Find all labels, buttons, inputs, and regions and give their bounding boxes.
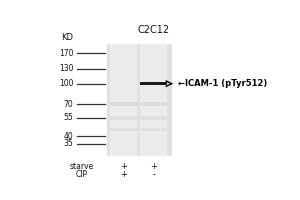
Bar bbox=[110, 102, 137, 106]
Text: 35: 35 bbox=[64, 139, 74, 148]
Bar bbox=[140, 102, 167, 106]
Text: 100: 100 bbox=[59, 79, 74, 88]
Text: KD: KD bbox=[61, 33, 74, 42]
Bar bbox=[140, 116, 167, 120]
Bar bbox=[110, 44, 137, 156]
Bar bbox=[110, 116, 137, 120]
Bar bbox=[107, 44, 172, 156]
Text: 40: 40 bbox=[64, 132, 74, 141]
Text: starve: starve bbox=[70, 162, 94, 171]
Text: 130: 130 bbox=[59, 64, 74, 73]
Bar bbox=[140, 44, 167, 156]
Text: +: + bbox=[150, 162, 157, 171]
Bar bbox=[140, 128, 167, 131]
Text: +: + bbox=[120, 170, 127, 179]
Text: ←ICAM-1 (pTyr512): ←ICAM-1 (pTyr512) bbox=[178, 79, 267, 88]
Bar bbox=[110, 128, 137, 131]
Text: 70: 70 bbox=[64, 100, 74, 109]
Bar bbox=[140, 82, 167, 85]
Text: 170: 170 bbox=[59, 49, 74, 58]
Text: C2C12: C2C12 bbox=[138, 25, 170, 35]
Text: 55: 55 bbox=[64, 113, 74, 122]
Text: -: - bbox=[152, 170, 155, 179]
Text: CIP: CIP bbox=[76, 170, 88, 179]
Text: +: + bbox=[120, 162, 127, 171]
